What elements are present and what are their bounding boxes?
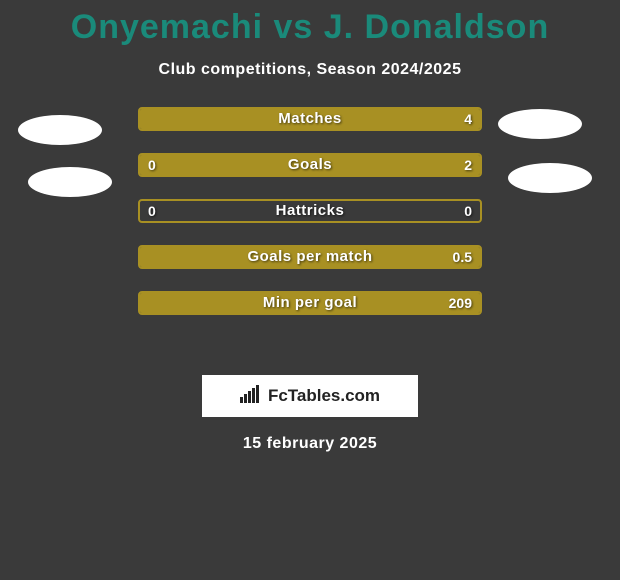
stat-bar: Hattricks0 0 xyxy=(138,199,482,223)
bar-value-right: 0 xyxy=(464,201,472,221)
bar-label: Goals xyxy=(140,155,480,175)
bar-value-right: 4 xyxy=(464,109,472,129)
player-right-head-1 xyxy=(498,109,582,139)
bar-value-right: 209 xyxy=(449,293,472,313)
bar-label: Matches xyxy=(140,109,480,129)
bar-label: Goals per match xyxy=(140,247,480,267)
bar-value-left: 0 xyxy=(148,155,156,175)
bar-value-left: 0 xyxy=(148,201,156,221)
stat-bar: Goals0 2 xyxy=(138,153,482,177)
player-left-head-2 xyxy=(28,167,112,197)
comparison-area: Matches4Goals02Hattricks00Goals per matc… xyxy=(0,107,620,367)
subtitle: Club competitions, Season 2024/2025 xyxy=(0,61,620,79)
page-title: Onyemachi vs J. Donaldson xyxy=(0,0,620,47)
brand-text: FcTables.com xyxy=(268,386,380,406)
bar-label: Hattricks xyxy=(140,201,480,221)
player-right-head-2 xyxy=(508,163,592,193)
stat-bar: Matches4 xyxy=(138,107,482,131)
player-left-head-1 xyxy=(18,115,102,145)
chart-bars-icon xyxy=(240,385,262,408)
stat-bar: Min per goal209 xyxy=(138,291,482,315)
bar-value-right: 0.5 xyxy=(453,247,472,267)
stat-bar: Goals per match0.5 xyxy=(138,245,482,269)
brand-badge[interactable]: FcTables.com xyxy=(202,375,418,417)
date-label: 15 february 2025 xyxy=(0,435,620,453)
bar-label: Min per goal xyxy=(140,293,480,313)
bar-value-right: 2 xyxy=(464,155,472,175)
bars-container: Matches4Goals02Hattricks00Goals per matc… xyxy=(138,107,482,337)
